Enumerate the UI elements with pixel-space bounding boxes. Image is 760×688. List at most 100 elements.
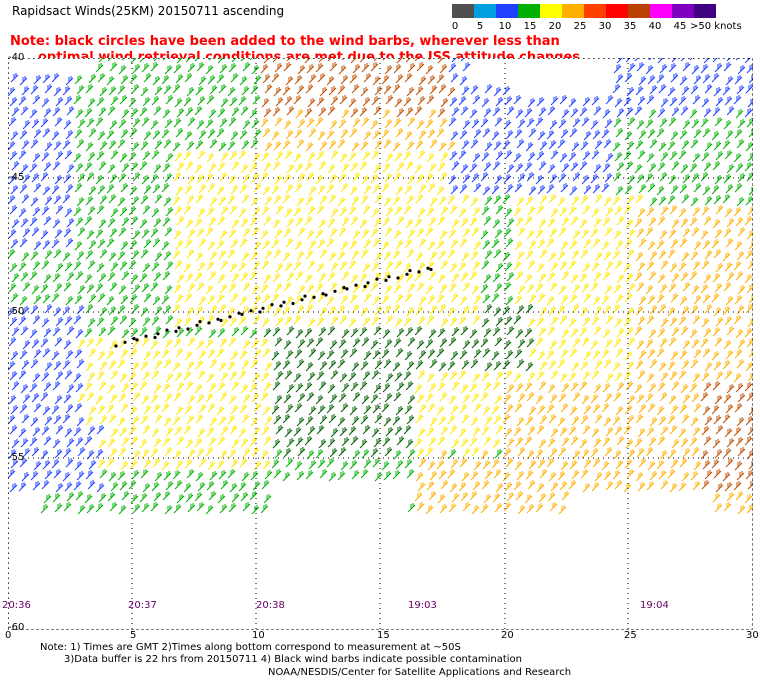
wind-barb: [264, 416, 273, 426]
wind-barb: [660, 206, 669, 216]
wind-barb: [383, 139, 392, 149]
wind-barb: [55, 317, 64, 327]
wind-barb: [561, 437, 570, 447]
wind-barb: [680, 106, 689, 116]
wind-barb: [494, 503, 503, 513]
wind-barb: [681, 414, 690, 424]
wind-barb: [62, 472, 71, 482]
wind-barb: [286, 106, 295, 116]
wind-barb: [271, 405, 280, 415]
wind-barb: [143, 73, 152, 83]
wind-barb: [373, 438, 382, 448]
wind-barb: [139, 381, 148, 391]
contamination-circle: [270, 303, 274, 307]
wind-barb: [557, 251, 566, 261]
wind-barb: [603, 139, 612, 149]
scale-swatch: [540, 4, 562, 18]
wind-barb: [196, 340, 205, 350]
wind-barb: [627, 449, 636, 459]
wind-barb: [340, 403, 349, 413]
wind-barb: [85, 304, 94, 314]
wind-barb: [18, 262, 27, 272]
lat-lon-grid: [8, 58, 753, 630]
wind-barb: [591, 316, 600, 326]
wind-barb: [660, 318, 669, 328]
wind-barb: [44, 304, 53, 314]
wind-barb: [10, 131, 19, 141]
wind-barb: [548, 140, 557, 150]
wind-barb: [451, 58, 457, 63]
wind-barb: [362, 263, 371, 273]
wind-barb: [715, 97, 724, 107]
wind-barb: [183, 317, 192, 327]
wind-barb: [616, 162, 625, 172]
wind-barb: [152, 458, 161, 468]
wind-barb: [176, 328, 185, 338]
wind-barb: [216, 186, 225, 196]
wind-barb: [407, 229, 416, 239]
wind-barb: [154, 414, 163, 424]
wind-barb: [581, 229, 590, 239]
wind-barb: [370, 340, 379, 350]
wind-barb: [682, 448, 691, 458]
wind-barb: [394, 260, 403, 270]
wind-barb: [415, 252, 424, 262]
contamination-circle: [249, 309, 253, 313]
wind-barb: [228, 449, 237, 459]
wind-barb: [680, 438, 689, 448]
wind-barb: [658, 84, 667, 94]
wind-barb: [471, 447, 480, 457]
wind-barb: [273, 195, 282, 205]
wind-barb: [462, 174, 471, 184]
wind-barb: [195, 194, 204, 204]
wind-barb: [416, 282, 425, 292]
wind-barb: [635, 414, 644, 424]
wind-barb: [242, 502, 251, 512]
wind-barb: [297, 339, 306, 349]
wind-barb: [52, 161, 61, 171]
wind-barb: [164, 119, 173, 129]
wind-barb: [297, 393, 306, 403]
wind-barb: [8, 307, 16, 317]
wind-barb: [458, 262, 467, 272]
wind-barb: [151, 370, 160, 380]
wind-barb: [306, 392, 315, 402]
wind-barb: [51, 131, 60, 141]
wind-barb: [426, 481, 435, 491]
wind-barb: [528, 186, 537, 196]
wind-barb: [415, 472, 424, 482]
wind-barb: [196, 62, 205, 72]
wind-barb: [31, 173, 40, 183]
wind-barb: [546, 130, 555, 140]
wind-barb: [327, 106, 336, 116]
contamination-circle: [384, 278, 388, 282]
wind-barb: [84, 436, 93, 446]
wind-barb: [227, 361, 236, 371]
wind-barb: [680, 164, 689, 174]
wind-barb: [121, 383, 130, 393]
wind-barb: [528, 294, 537, 304]
wind-barb: [263, 108, 272, 118]
wind-barb: [426, 95, 435, 105]
wind-barb: [418, 296, 427, 306]
wind-barb: [33, 349, 42, 359]
wind-barb: [282, 194, 291, 204]
wind-barb: [43, 162, 52, 172]
wind-barb: [668, 229, 677, 239]
wind-barb: [395, 460, 404, 470]
wind-barb: [702, 240, 711, 250]
wind-barb: [154, 86, 163, 96]
wind-barb: [693, 349, 702, 359]
wind-barb: [264, 84, 273, 94]
wind-barb: [627, 117, 636, 127]
wind-barb: [43, 328, 52, 338]
wind-barb: [526, 230, 535, 240]
wind-barb: [483, 216, 492, 226]
wind-barb: [150, 228, 159, 238]
wind-barb: [262, 294, 271, 304]
wind-barb: [659, 118, 668, 128]
wind-barb: [52, 219, 61, 229]
wind-barb: [582, 317, 591, 327]
wind-barb: [370, 448, 379, 458]
wind-barb: [382, 383, 391, 393]
